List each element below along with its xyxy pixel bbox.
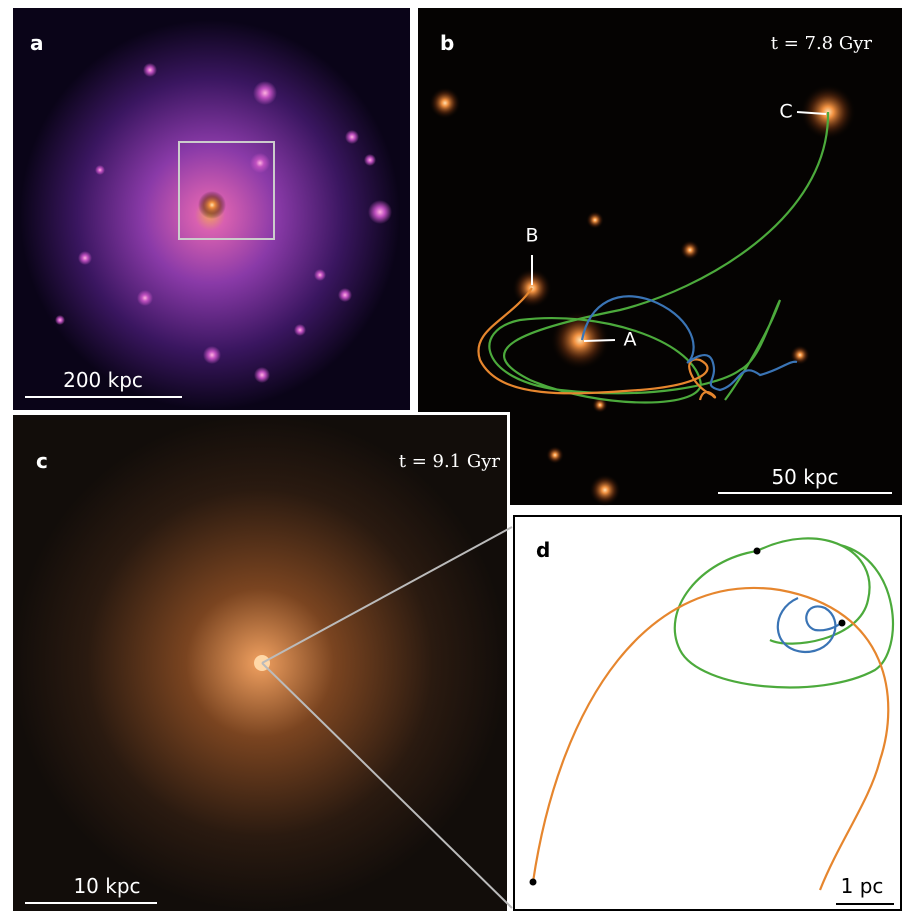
panel-label: a	[30, 31, 44, 55]
figure: a 200 kpc b t = 7.8 Gyr C B A 50 kpc	[0, 0, 902, 911]
time-label: t = 9.1 Gyr	[399, 451, 501, 472]
scale-bar-label: 1 pc	[841, 874, 884, 898]
panel-label: b	[440, 31, 454, 55]
panel-label: d	[536, 538, 550, 562]
panel-c: c t = 9.1 Gyr 10 kpc	[10, 412, 512, 911]
panel-a: a 200 kpc	[13, 8, 410, 410]
scale-bar-label: 200 kpc	[63, 368, 143, 392]
annotation: B	[525, 225, 538, 247]
panel-label: c	[36, 449, 48, 473]
time-label: t = 7.8 Gyr	[771, 33, 873, 54]
annotation: C	[779, 101, 792, 123]
scale-bar-label: 50 kpc	[771, 465, 838, 489]
annotation: A	[624, 329, 637, 351]
panel-d: d 1 pc	[514, 516, 901, 910]
scale-bar-label: 10 kpc	[73, 874, 140, 898]
